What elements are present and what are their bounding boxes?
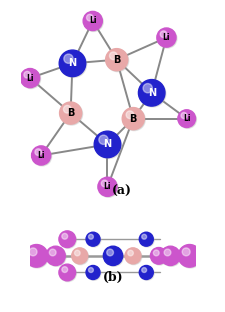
Circle shape [161, 247, 180, 266]
Circle shape [157, 29, 176, 48]
Circle shape [106, 249, 113, 256]
Circle shape [151, 248, 167, 265]
Text: N: N [103, 139, 111, 149]
Text: Li: Li [26, 74, 34, 83]
Circle shape [35, 149, 41, 155]
Circle shape [59, 231, 75, 247]
Circle shape [103, 246, 122, 266]
Circle shape [86, 266, 100, 280]
Text: B: B [67, 108, 74, 118]
Circle shape [59, 265, 76, 282]
Circle shape [140, 266, 153, 280]
Circle shape [127, 250, 133, 256]
Circle shape [125, 249, 141, 265]
Circle shape [122, 108, 144, 130]
Circle shape [86, 233, 100, 247]
Text: N: N [147, 88, 155, 98]
Circle shape [74, 250, 80, 256]
Text: (a): (a) [112, 185, 132, 198]
Circle shape [32, 147, 52, 166]
Circle shape [180, 112, 186, 119]
Text: Li: Li [162, 33, 169, 42]
Circle shape [142, 84, 152, 93]
Circle shape [20, 69, 40, 88]
Circle shape [105, 49, 127, 71]
Circle shape [59, 232, 76, 248]
Circle shape [62, 267, 67, 272]
Circle shape [86, 266, 100, 280]
Circle shape [26, 245, 48, 268]
Circle shape [123, 109, 145, 131]
Circle shape [59, 102, 81, 124]
Circle shape [83, 12, 102, 31]
Circle shape [88, 268, 93, 272]
Circle shape [47, 247, 66, 266]
Text: B: B [129, 114, 136, 124]
Circle shape [177, 110, 195, 128]
Circle shape [141, 234, 146, 239]
Circle shape [138, 80, 164, 106]
Text: Li: Li [37, 151, 45, 160]
Circle shape [163, 249, 170, 256]
Circle shape [25, 245, 47, 267]
Circle shape [181, 248, 189, 256]
Circle shape [88, 234, 93, 239]
Circle shape [160, 31, 166, 37]
Circle shape [109, 52, 117, 60]
Circle shape [140, 233, 153, 247]
Circle shape [156, 28, 175, 47]
Circle shape [59, 264, 75, 281]
Circle shape [86, 14, 93, 21]
Circle shape [72, 249, 88, 265]
Circle shape [49, 249, 56, 256]
Circle shape [71, 248, 87, 264]
Circle shape [178, 245, 201, 268]
Text: Li: Li [89, 17, 96, 26]
Circle shape [101, 180, 108, 187]
Circle shape [150, 247, 166, 264]
Circle shape [59, 50, 85, 77]
Text: B: B [112, 55, 120, 65]
Circle shape [62, 233, 67, 239]
Text: Li: Li [182, 114, 190, 123]
Circle shape [106, 50, 128, 72]
Text: Li: Li [103, 182, 111, 191]
Circle shape [32, 146, 50, 165]
Circle shape [60, 51, 86, 78]
Circle shape [126, 111, 133, 119]
Text: (b): (b) [102, 271, 123, 284]
Circle shape [139, 232, 153, 246]
Circle shape [64, 54, 73, 63]
Circle shape [98, 178, 117, 197]
Circle shape [97, 177, 117, 196]
Circle shape [139, 80, 165, 107]
Circle shape [29, 248, 37, 256]
Circle shape [153, 250, 158, 256]
Circle shape [98, 135, 108, 144]
Circle shape [95, 132, 121, 158]
Circle shape [160, 246, 179, 266]
Circle shape [21, 70, 40, 89]
Circle shape [178, 245, 200, 267]
Circle shape [46, 246, 65, 266]
Text: N: N [68, 58, 76, 68]
Circle shape [24, 71, 30, 78]
Circle shape [86, 232, 100, 246]
Circle shape [104, 247, 123, 266]
Circle shape [141, 268, 146, 272]
Circle shape [63, 105, 71, 113]
Circle shape [60, 103, 82, 125]
Circle shape [124, 248, 140, 264]
Circle shape [139, 266, 153, 280]
Circle shape [178, 111, 196, 128]
Circle shape [94, 131, 120, 158]
Circle shape [84, 12, 103, 32]
